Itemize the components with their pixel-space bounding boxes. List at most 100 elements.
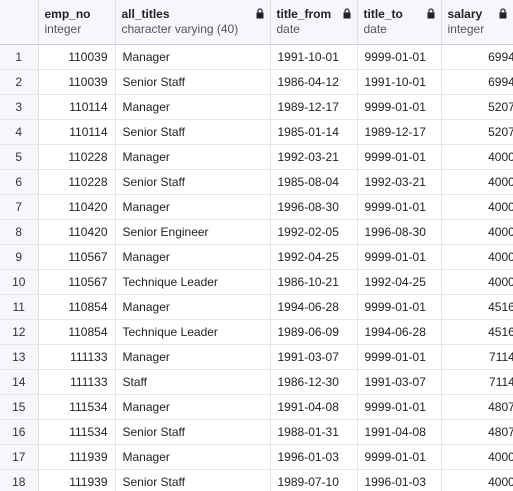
cell-emp-no[interactable]: 110114 (38, 94, 116, 120)
row-number[interactable]: 5 (0, 144, 39, 170)
cell-title-to[interactable]: 1992-03-21 (357, 169, 442, 195)
cell-title-to[interactable]: 1989-12-17 (357, 119, 442, 145)
table-row[interactable]: 12 110854 Technique Leader 1989-06-09 1994-0… (0, 319, 513, 345)
cell-emp-no[interactable]: 111133 (38, 369, 116, 395)
cell-title-to[interactable]: 1991-03-07 (357, 369, 442, 395)
cell-title-from[interactable]: 1994-06-28 (270, 294, 358, 320)
cell-title-to[interactable]: 1996-08-30 (357, 219, 442, 245)
cell-emp-no[interactable]: 110567 (38, 244, 116, 270)
cell-all-titles[interactable]: Manager (115, 44, 271, 70)
cell-title-to[interactable]: 9999-01-01 (357, 144, 442, 170)
cell-emp-no[interactable]: 110420 (38, 219, 116, 245)
cell-title-to[interactable]: 9999-01-01 (357, 394, 442, 420)
row-number[interactable]: 9 (0, 244, 39, 270)
table-row[interactable]: 10 110567 Technique Leader 1986-10-21 1992-0… (0, 269, 513, 295)
cell-all-titles[interactable]: Senior Staff (115, 69, 271, 95)
cell-all-titles[interactable]: Senior Staff (115, 469, 271, 491)
cell-all-titles[interactable]: Manager (115, 194, 271, 220)
table-row[interactable]: 16 111534 Senior Staff 1988-01-31 1991-04-08… (0, 419, 513, 445)
cell-emp-no[interactable]: 111534 (38, 394, 116, 420)
table-row[interactable]: 6 110228 Senior Staff 1985-08-04 1992-03-21 4… (0, 169, 513, 195)
row-number[interactable]: 16 (0, 419, 39, 445)
cell-all-titles[interactable]: Manager (115, 394, 271, 420)
cell-title-to[interactable]: 1991-04-08 (357, 419, 442, 445)
cell-title-from[interactable]: 1989-12-17 (270, 94, 358, 120)
cell-all-titles[interactable]: Senior Staff (115, 169, 271, 195)
cell-all-titles[interactable]: Manager (115, 444, 271, 470)
cell-title-from[interactable]: 1988-01-31 (270, 419, 358, 445)
row-number[interactable]: 18 (0, 469, 39, 491)
cell-salary[interactable]: 40000 (441, 194, 513, 220)
cell-emp-no[interactable]: 110039 (38, 69, 116, 95)
cell-emp-no[interactable]: 110228 (38, 169, 116, 195)
cell-salary[interactable]: 69941 (441, 69, 513, 95)
cell-salary[interactable]: 52070 (441, 119, 513, 145)
cell-title-to[interactable]: 1994-06-28 (357, 319, 442, 345)
cell-all-titles[interactable]: Technique Leader (115, 319, 271, 345)
row-number[interactable]: 12 (0, 319, 39, 345)
column-header-title-from[interactable]: title_from date (270, 0, 358, 45)
cell-title-from[interactable]: 1992-02-05 (270, 219, 358, 245)
cell-emp-no[interactable]: 110854 (38, 294, 116, 320)
table-row[interactable]: 8 110420 Senior Engineer 1992-02-05 1996-08-… (0, 219, 513, 245)
row-number-header[interactable] (0, 0, 39, 45)
row-number[interactable]: 10 (0, 269, 39, 295)
column-header-salary[interactable]: salary integer (441, 0, 513, 45)
cell-title-to[interactable]: 9999-01-01 (357, 194, 442, 220)
cell-salary[interactable]: 71148 (441, 344, 513, 370)
cell-all-titles[interactable]: Senior Staff (115, 119, 271, 145)
cell-all-titles[interactable]: Manager (115, 244, 271, 270)
cell-emp-no[interactable]: 110854 (38, 319, 116, 345)
cell-title-from[interactable]: 1992-04-25 (270, 244, 358, 270)
cell-title-from[interactable]: 1996-01-03 (270, 444, 358, 470)
row-number[interactable]: 6 (0, 169, 39, 195)
row-number[interactable]: 15 (0, 394, 39, 420)
cell-salary[interactable]: 40000 (441, 244, 513, 270)
cell-all-titles[interactable]: Manager (115, 344, 271, 370)
cell-all-titles[interactable]: Senior Staff (115, 419, 271, 445)
cell-emp-no[interactable]: 111133 (38, 344, 116, 370)
cell-title-to[interactable]: 9999-01-01 (357, 94, 442, 120)
cell-title-from[interactable]: 1989-06-09 (270, 319, 358, 345)
cell-salary[interactable]: 40000 (441, 219, 513, 245)
cell-title-to[interactable]: 9999-01-01 (357, 344, 442, 370)
cell-title-to[interactable]: 9999-01-01 (357, 244, 442, 270)
cell-emp-no[interactable]: 110567 (38, 269, 116, 295)
cell-emp-no[interactable]: 111534 (38, 419, 116, 445)
cell-emp-no[interactable]: 110420 (38, 194, 116, 220)
cell-salary[interactable]: 40000 (441, 169, 513, 195)
cell-emp-no[interactable]: 110228 (38, 144, 116, 170)
cell-all-titles[interactable]: Manager (115, 294, 271, 320)
cell-salary[interactable]: 40000 (441, 269, 513, 295)
row-number[interactable]: 14 (0, 369, 39, 395)
cell-salary[interactable]: 40000 (441, 144, 513, 170)
cell-title-from[interactable]: 1996-08-30 (270, 194, 358, 220)
cell-salary[interactable]: 40000 (441, 444, 513, 470)
table-row[interactable]: 18 111939 Senior Staff 1989-07-10 1996-01-03… (0, 469, 513, 491)
cell-emp-no[interactable]: 111939 (38, 469, 116, 491)
cell-all-titles[interactable]: Manager (115, 144, 271, 170)
cell-title-from[interactable]: 1991-03-07 (270, 344, 358, 370)
column-header-emp-no[interactable]: emp_no integer (38, 0, 116, 45)
cell-title-from[interactable]: 1991-04-08 (270, 394, 358, 420)
row-number[interactable]: 3 (0, 94, 39, 120)
cell-title-from[interactable]: 1986-10-21 (270, 269, 358, 295)
cell-salary[interactable]: 45169 (441, 319, 513, 345)
cell-salary[interactable]: 45169 (441, 294, 513, 320)
cell-salary[interactable]: 48077 (441, 419, 513, 445)
cell-title-from[interactable]: 1989-07-10 (270, 469, 358, 491)
cell-title-to[interactable]: 1991-10-01 (357, 69, 442, 95)
row-number[interactable]: 13 (0, 344, 39, 370)
cell-title-from[interactable]: 1985-08-04 (270, 169, 358, 195)
cell-title-from[interactable]: 1986-04-12 (270, 69, 358, 95)
cell-title-to[interactable]: 1996-01-03 (357, 469, 442, 491)
cell-all-titles[interactable]: Manager (115, 94, 271, 120)
cell-salary[interactable]: 71148 (441, 369, 513, 395)
